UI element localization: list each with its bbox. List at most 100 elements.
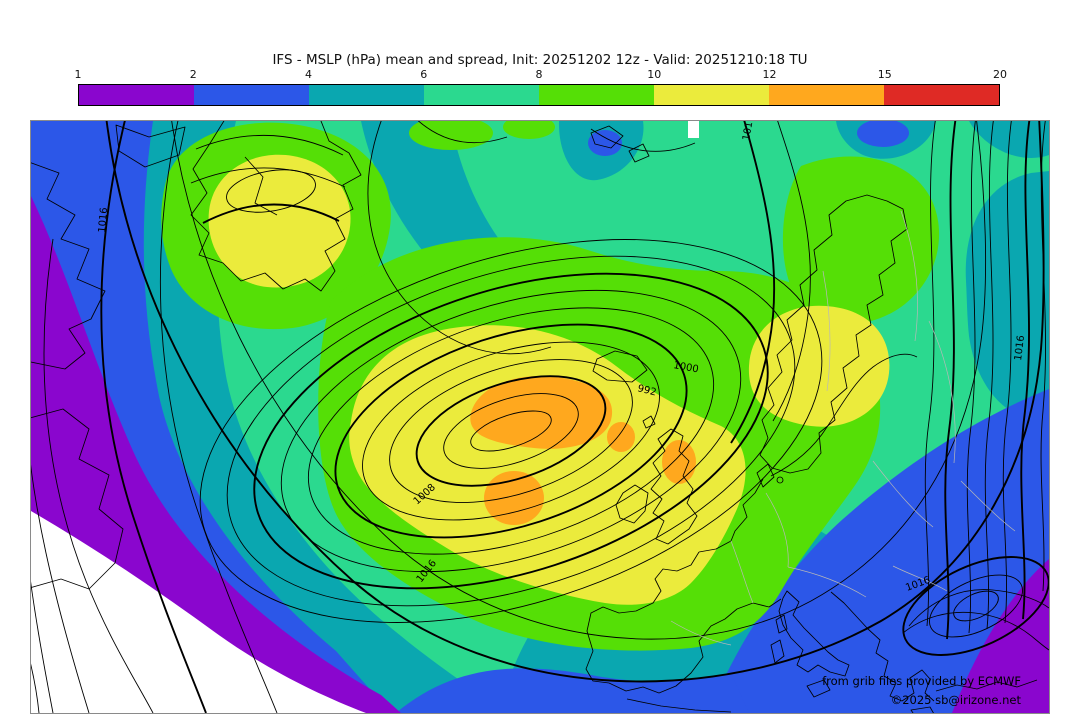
attribution: from grib files provided by ECMWF ©2025 … xyxy=(822,674,1021,707)
colorbar-tick: 6 xyxy=(420,68,428,81)
country-border xyxy=(960,480,1016,532)
colorbar-segment xyxy=(884,85,999,105)
colorbar-segment xyxy=(194,85,309,105)
contour-line xyxy=(443,393,579,469)
spread-fill-layer xyxy=(31,121,1049,713)
contour-line xyxy=(202,203,340,224)
contour-label: 1016 xyxy=(97,207,110,233)
orange-core-south xyxy=(484,471,544,525)
contour-label: 1000 xyxy=(672,360,699,375)
coastline-balkans xyxy=(830,591,935,702)
contour-line xyxy=(280,289,742,573)
coastline-baffin xyxy=(115,124,186,168)
coastline-black-sea-south xyxy=(902,611,1049,651)
colorbar-segment xyxy=(424,85,539,105)
contour-line xyxy=(415,375,607,487)
coastline-great-britain xyxy=(650,428,698,545)
contour-line xyxy=(470,410,552,452)
coastline-iceland xyxy=(592,350,648,383)
attribution-line1: from grib files provided by ECMWF xyxy=(822,674,1021,688)
coastline-france-iberia xyxy=(585,551,782,694)
contour-line xyxy=(953,590,999,622)
contour-line xyxy=(100,121,207,713)
orange-core-west xyxy=(470,376,613,449)
contour-line xyxy=(195,134,344,156)
yellow-main-low xyxy=(349,325,746,605)
contour-line xyxy=(367,121,552,355)
contour-line xyxy=(31,663,40,713)
coastline-black-sea-north xyxy=(908,589,1049,627)
yellow-greenland xyxy=(208,154,351,288)
contour-line xyxy=(226,255,796,607)
white-southwest-corner xyxy=(31,511,366,713)
contour-line xyxy=(929,574,1023,638)
country-border xyxy=(730,540,754,604)
colorbar-segment xyxy=(539,85,654,105)
coastline-danish-island xyxy=(776,476,784,484)
coastline-greenland xyxy=(190,121,362,292)
coastline-greenland-fjords xyxy=(244,156,278,216)
contour-line xyxy=(417,121,508,144)
colorbar-tick: 2 xyxy=(189,68,197,81)
orange-core-northsea xyxy=(662,440,696,484)
green-iberia-spot xyxy=(525,600,553,614)
contour-line xyxy=(772,121,811,422)
contour-line xyxy=(924,121,936,627)
map-canvas: 1016 1000 992 1008 1016 1016 1016 1016 f… xyxy=(30,120,1050,714)
contour-line xyxy=(389,359,633,503)
yellow-scandinavia xyxy=(748,305,890,427)
colorbar-tick: 12 xyxy=(762,68,777,81)
contour-line xyxy=(31,581,54,713)
country-border xyxy=(670,620,732,646)
contour-line xyxy=(944,121,957,640)
attribution-line2: ©2025 sb@irizone.net xyxy=(891,693,1022,707)
green-baltic-finland xyxy=(782,156,940,324)
coastline-ireland xyxy=(615,484,649,524)
colorbar-segment xyxy=(309,85,424,105)
contour-line xyxy=(307,307,715,555)
coastline-turkey-south xyxy=(935,679,1038,692)
blue-barents-spot xyxy=(857,121,909,147)
colorbar-segment xyxy=(654,85,769,105)
contour-line xyxy=(159,121,278,713)
coastline-labrador xyxy=(31,408,124,590)
coastline-svalbard-2 xyxy=(628,143,650,163)
contour-line xyxy=(43,238,154,713)
contour-line xyxy=(190,167,346,188)
colorbar-tick: 4 xyxy=(305,68,312,81)
colorbar: 1 2 4 6 8 10 12 15 20 xyxy=(75,68,1007,106)
country-border xyxy=(787,566,867,598)
colorbar-segment xyxy=(79,85,194,105)
low-closed-contours xyxy=(199,239,823,623)
contour-line xyxy=(902,556,1049,656)
coastline-canada-north xyxy=(31,162,106,370)
orange-core-mid xyxy=(607,422,635,452)
contour-line xyxy=(253,272,769,590)
fill-orange-12-15 xyxy=(470,376,696,525)
country-border xyxy=(892,565,948,592)
country-border xyxy=(872,460,934,528)
contour-line xyxy=(730,121,776,444)
contour-line xyxy=(362,341,660,521)
map-top-notch xyxy=(688,121,699,138)
contour-line xyxy=(1020,121,1031,620)
contour-line xyxy=(334,323,688,539)
contour-line xyxy=(1040,121,1046,592)
coastline-africa xyxy=(626,698,732,713)
country-border xyxy=(900,210,918,342)
coastline-sardinia xyxy=(770,639,785,664)
high-closed-contours xyxy=(902,556,1049,656)
country-border xyxy=(928,320,956,464)
contour-line xyxy=(31,464,90,713)
colorbar-bar xyxy=(78,84,1000,106)
contour-line xyxy=(984,121,994,630)
coastline-italy xyxy=(778,590,850,677)
contour-line xyxy=(966,121,976,634)
coastline-north-sea xyxy=(698,478,764,553)
contour-label: 992 xyxy=(636,383,657,398)
colorbar-tick: 8 xyxy=(535,68,543,81)
contour-line xyxy=(171,121,987,640)
coastline-crete xyxy=(910,706,934,713)
country-border xyxy=(765,492,789,568)
contour-line xyxy=(105,121,1045,683)
